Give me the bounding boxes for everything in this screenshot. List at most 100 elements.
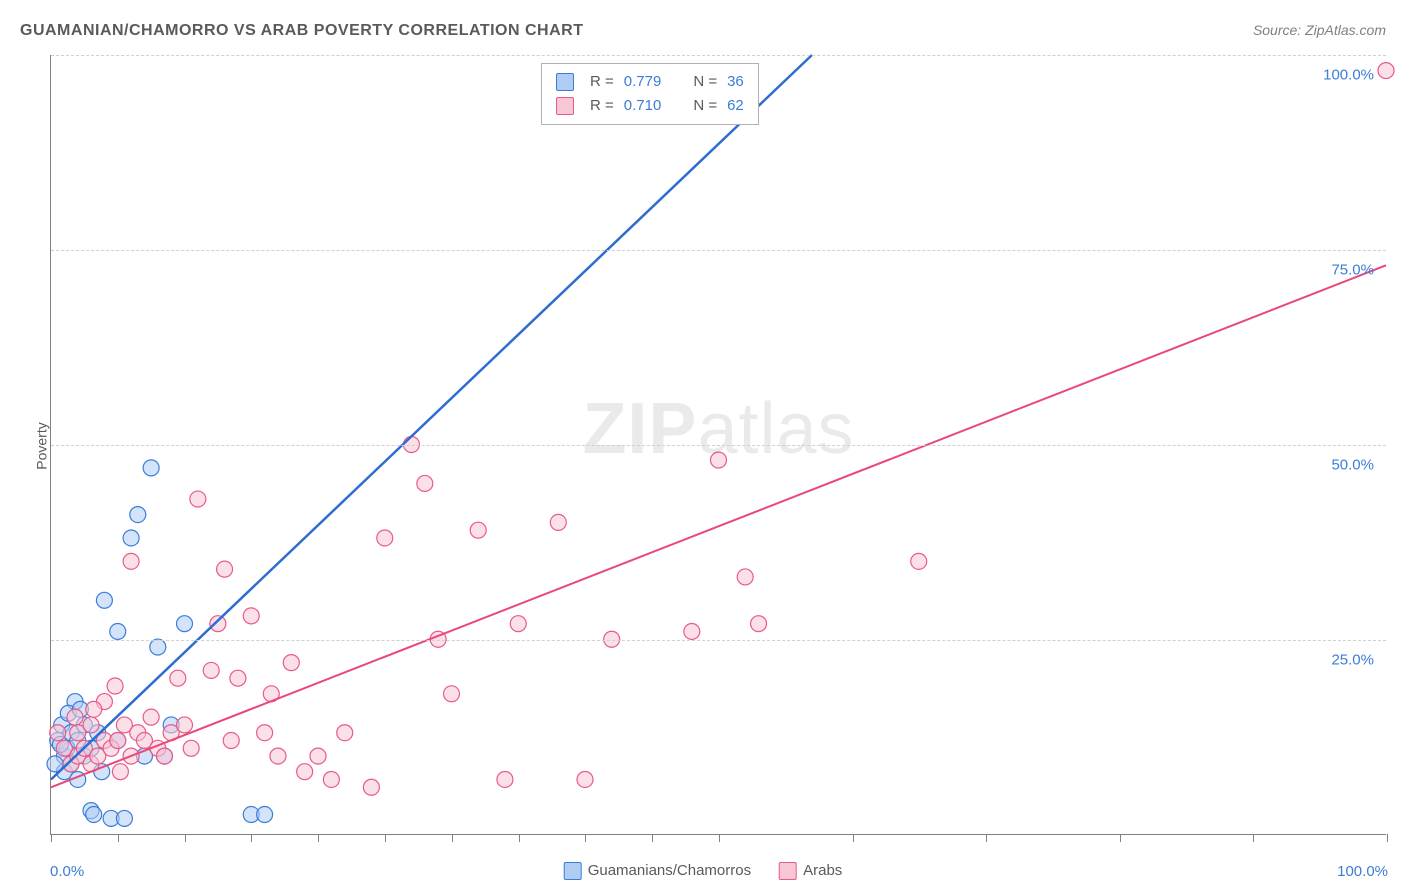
x-tick (385, 834, 386, 842)
x-tick-max: 100.0% (1337, 863, 1388, 880)
scatter-point-arabs (143, 709, 159, 725)
scatter-point-arabs (550, 514, 566, 530)
y-tick-label: 75.0% (1331, 262, 1374, 279)
x-tick (853, 834, 854, 842)
x-tick (719, 834, 720, 842)
scatter-point-arabs (337, 725, 353, 741)
x-tick (318, 834, 319, 842)
scatter-point-arabs (67, 709, 83, 725)
plot-area: R = 0.779 N = 36 R = 0.710 N = 62 ZIPatl… (50, 55, 1386, 835)
scatter-point-guamanians (130, 507, 146, 523)
scatter-point-arabs (417, 475, 433, 491)
scatter-point-arabs (230, 670, 246, 686)
scatter-point-guamanians (86, 807, 102, 823)
scatter-point-guamanians (96, 592, 112, 608)
x-tick (452, 834, 453, 842)
x-tick (1253, 834, 1254, 842)
y-tick-label: 100.0% (1323, 67, 1374, 84)
scatter-point-arabs (577, 771, 593, 787)
chart-container: GUAMANIAN/CHAMORRO VS ARAB POVERTY CORRE… (0, 0, 1406, 892)
y-tick-label: 25.0% (1331, 652, 1374, 669)
scatter-point-arabs (363, 779, 379, 795)
scatter-point-arabs (711, 452, 727, 468)
swatch-icon (556, 73, 574, 91)
x-tick (585, 834, 586, 842)
swatch-icon (564, 862, 582, 880)
scatter-point-guamanians (123, 530, 139, 546)
scatter-point-arabs (107, 678, 123, 694)
scatter-point-arabs (190, 491, 206, 507)
scatter-point-arabs (123, 553, 139, 569)
scatter-point-arabs (257, 725, 273, 741)
legend-row-arabs: R = 0.710 N = 62 (556, 94, 744, 118)
scatter-point-arabs (270, 748, 286, 764)
scatter-point-arabs (377, 530, 393, 546)
chart-title: GUAMANIAN/CHAMORRO VS ARAB POVERTY CORRE… (20, 22, 583, 40)
scatter-point-arabs (217, 561, 233, 577)
x-tick (986, 834, 987, 842)
scatter-point-arabs (210, 616, 226, 632)
x-tick (652, 834, 653, 842)
scatter-point-arabs (223, 733, 239, 749)
x-tick (118, 834, 119, 842)
legend-row-guamanians: R = 0.779 N = 36 (556, 70, 744, 94)
scatter-point-arabs (751, 616, 767, 632)
scatter-point-arabs (510, 616, 526, 632)
x-tick (251, 834, 252, 842)
scatter-point-arabs (112, 764, 128, 780)
trend-line (51, 265, 1386, 787)
n-label: N = (693, 94, 717, 118)
scatter-point-arabs (737, 569, 753, 585)
x-tick (1120, 834, 1121, 842)
gridline (51, 445, 1386, 446)
scatter-point-arabs (283, 655, 299, 671)
y-tick-label: 50.0% (1331, 457, 1374, 474)
scatter-point-arabs (183, 740, 199, 756)
trend-line (51, 55, 812, 779)
scatter-point-arabs (297, 764, 313, 780)
scatter-point-guamanians (110, 623, 126, 639)
scatter-point-arabs (243, 608, 259, 624)
n-label: N = (693, 70, 717, 94)
swatch-icon (779, 862, 797, 880)
scatter-point-arabs (497, 771, 513, 787)
scatter-point-arabs (177, 717, 193, 733)
scatter-point-arabs (203, 662, 219, 678)
n-value: 62 (727, 94, 744, 118)
gridline (51, 250, 1386, 251)
x-tick (51, 834, 52, 842)
source-label: Source: ZipAtlas.com (1253, 22, 1386, 38)
series-legend: Guamanians/Chamorros Arabs (564, 862, 843, 880)
legend-label: Guamanians/Chamorros (588, 862, 751, 879)
x-tick (1387, 834, 1388, 842)
x-tick (519, 834, 520, 842)
gridline (51, 55, 1386, 56)
legend-item-guamanians: Guamanians/Chamorros (564, 862, 751, 880)
legend-item-arabs: Arabs (779, 862, 842, 880)
n-value: 36 (727, 70, 744, 94)
scatter-point-guamanians (116, 810, 132, 826)
scatter-point-guamanians (143, 460, 159, 476)
scatter-point-arabs (50, 725, 66, 741)
scatter-point-arabs (86, 701, 102, 717)
scatter-point-guamanians (257, 807, 273, 823)
scatter-point-arabs (110, 733, 126, 749)
r-label: R = (590, 94, 614, 118)
r-value: 0.710 (624, 94, 662, 118)
r-label: R = (590, 70, 614, 94)
legend-label: Arabs (803, 862, 842, 879)
r-value: 0.779 (624, 70, 662, 94)
scatter-point-arabs (684, 623, 700, 639)
scatter-point-arabs (1378, 63, 1394, 79)
scatter-point-arabs (83, 717, 99, 733)
scatter-point-arabs (911, 553, 927, 569)
scatter-point-arabs (444, 686, 460, 702)
scatter-point-arabs (310, 748, 326, 764)
swatch-icon (556, 97, 574, 115)
x-tick-min: 0.0% (50, 863, 84, 880)
scatter-point-arabs (156, 748, 172, 764)
y-axis-label: Poverty (34, 422, 50, 469)
scatter-point-arabs (170, 670, 186, 686)
correlation-legend: R = 0.779 N = 36 R = 0.710 N = 62 (541, 63, 759, 125)
scatter-point-arabs (470, 522, 486, 538)
